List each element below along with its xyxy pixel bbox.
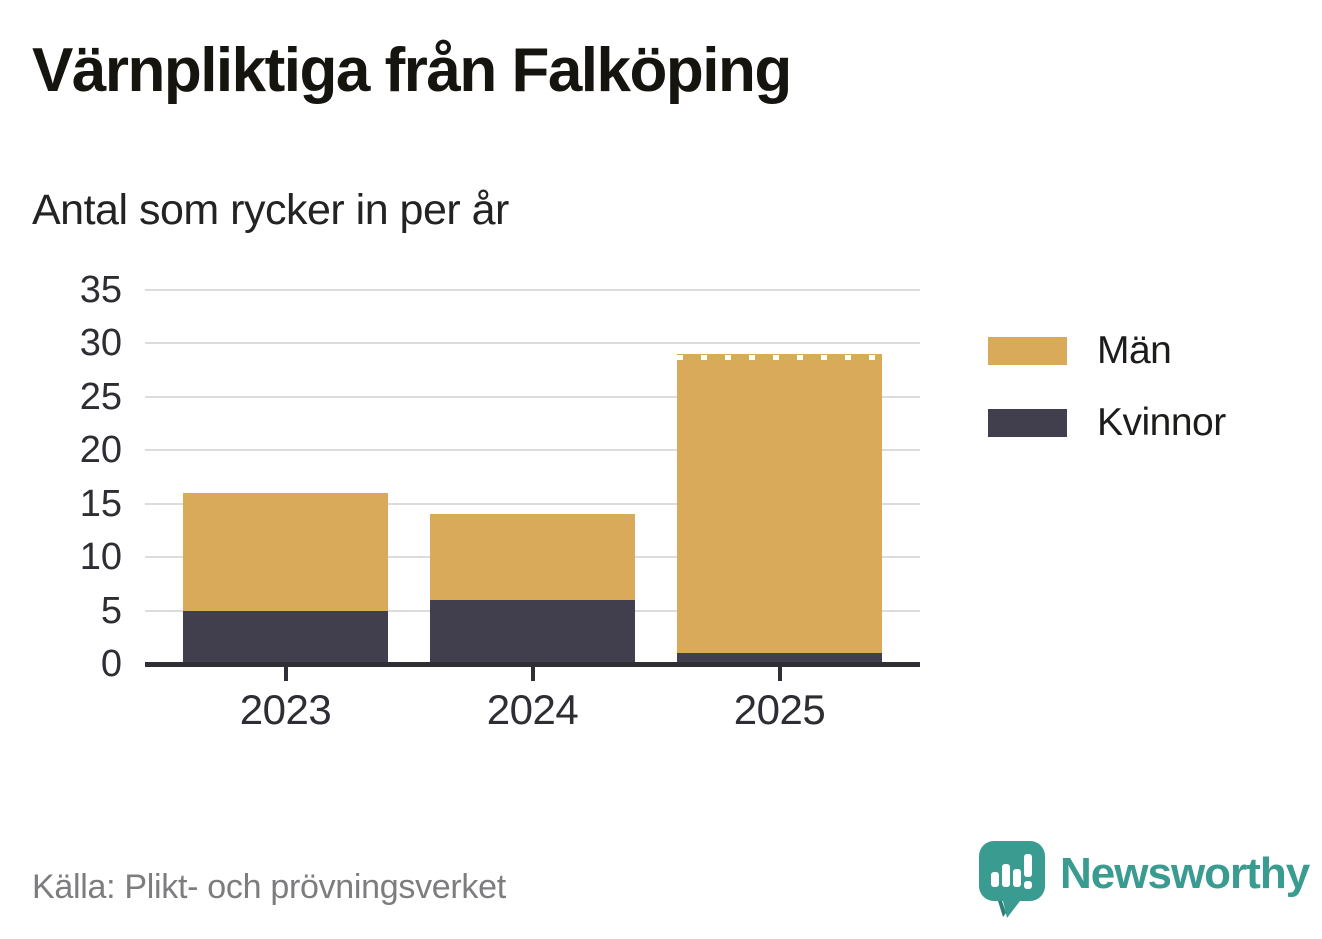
newsworthy-bubble-icon bbox=[979, 841, 1045, 918]
y-tick-label: 30 bbox=[79, 322, 122, 365]
x-tick-label-2025: 2025 bbox=[733, 686, 826, 733]
x-tick bbox=[777, 667, 782, 681]
gridline bbox=[145, 289, 920, 291]
chart-title: Värnpliktiga från Falköping bbox=[32, 36, 792, 105]
plot-area: 0 5 10 15 20 25 30 35 2023 2024 2025 bbox=[80, 271, 920, 733]
x-tick-label-2023: 2023 bbox=[239, 686, 332, 733]
segment-kvinnor-2024 bbox=[430, 599, 635, 664]
bar-2023 bbox=[183, 290, 388, 664]
gridline bbox=[145, 342, 920, 345]
y-tick-label: 5 bbox=[100, 589, 122, 632]
chart-subtitle: Antal som rycker in per år bbox=[32, 186, 509, 234]
gridline bbox=[145, 395, 920, 398]
x-tick bbox=[283, 667, 288, 681]
x-axis-line bbox=[145, 662, 920, 667]
gridline bbox=[145, 449, 920, 452]
y-tick-label: 15 bbox=[79, 482, 122, 525]
legend-label-män: Män bbox=[1097, 329, 1172, 372]
segment-män-2025 bbox=[677, 354, 882, 654]
legend-swatch-män bbox=[988, 337, 1067, 365]
source-note: Källa: Plikt- och prövningsverket bbox=[32, 868, 506, 906]
x-tick-label-2024: 2024 bbox=[486, 686, 579, 733]
newsworthy-logo: Newsworthy bbox=[978, 841, 1310, 919]
newsworthy-wordmark: Newsworthy bbox=[1060, 849, 1310, 898]
segment-kvinnor-2023 bbox=[183, 610, 388, 664]
x-tick bbox=[530, 667, 535, 681]
y-tick-label: 20 bbox=[79, 429, 122, 472]
segment-män-2023 bbox=[183, 493, 388, 611]
legend-item-män: Män bbox=[988, 329, 1226, 373]
segment-män-2024 bbox=[430, 514, 635, 600]
legend: Män Kvinnor bbox=[988, 329, 1226, 473]
y-tick-label: 25 bbox=[79, 375, 122, 418]
y-tick-label: 35 bbox=[79, 269, 122, 311]
segment-kvinnor-2025 bbox=[677, 653, 882, 664]
legend-swatch-kvinnor bbox=[988, 409, 1067, 437]
bar-2024 bbox=[430, 290, 635, 664]
legend-item-kvinnor: Kvinnor bbox=[988, 401, 1226, 445]
gridline bbox=[145, 502, 920, 505]
bar-2025 bbox=[677, 290, 882, 664]
y-tick-label: 10 bbox=[79, 536, 122, 579]
y-tick-label: 0 bbox=[100, 643, 122, 685]
legend-label-kvinnor: Kvinnor bbox=[1097, 401, 1226, 444]
